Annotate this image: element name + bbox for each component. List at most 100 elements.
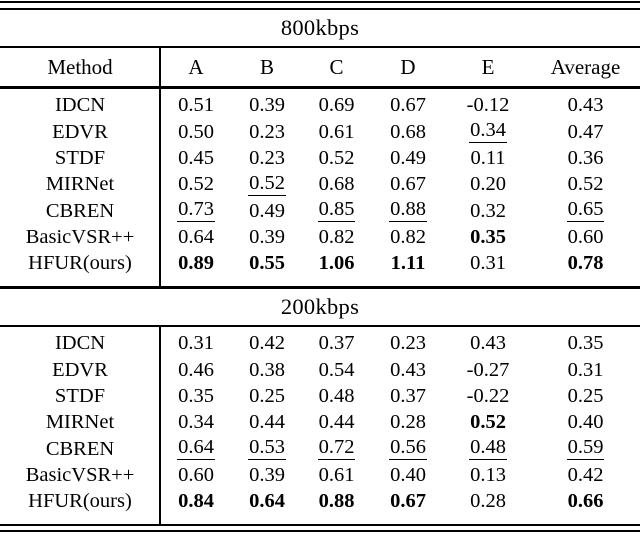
value-text: 0.64 bbox=[177, 436, 215, 461]
section-title: 200kbps bbox=[0, 289, 640, 326]
value-cell: 0.28 bbox=[445, 491, 531, 512]
method-cell: BasicVSR++ bbox=[25, 464, 135, 487]
method-cell: BasicVSR++ bbox=[25, 226, 135, 249]
value-cell: 0.37 bbox=[302, 333, 371, 354]
section-title-text: 200kbps bbox=[280, 293, 360, 319]
table-row: IDCN 0.51 0.39 0.69 0.67 -0.12 0.43 bbox=[0, 92, 640, 118]
value-cell: 0.40 bbox=[531, 412, 640, 433]
value-cell: 0.61 bbox=[302, 465, 371, 486]
value-cell: 0.64 bbox=[232, 491, 302, 512]
table-row: BasicVSR++ 0.64 0.39 0.82 0.82 0.35 0.60 bbox=[0, 224, 640, 250]
value-cell: 0.28 bbox=[371, 412, 445, 433]
value-cell: 0.34 bbox=[445, 120, 531, 144]
rule-between-sections bbox=[0, 285, 640, 289]
vertical-separator bbox=[159, 48, 161, 87]
value-text: 0.32 bbox=[470, 199, 506, 222]
value-text: 0.20 bbox=[470, 173, 506, 196]
method-cell: HFUR(ours) bbox=[28, 252, 132, 275]
method-cell: IDCN bbox=[54, 332, 106, 355]
value-cell: 0.11 bbox=[445, 148, 531, 169]
value-text: 0.40 bbox=[390, 464, 426, 487]
value-text: 0.67 bbox=[390, 94, 426, 117]
method-cell: EDVR bbox=[52, 358, 108, 381]
value-text: 0.72 bbox=[317, 436, 356, 461]
value-text: 0.31 bbox=[470, 252, 506, 275]
value-cell: 0.23 bbox=[371, 333, 445, 354]
value-text: 0.55 bbox=[249, 252, 285, 275]
value-cell: 0.52 bbox=[445, 412, 531, 433]
value-cell: 0.48 bbox=[302, 386, 371, 407]
value-text: 0.31 bbox=[178, 332, 214, 355]
value-text: 0.49 bbox=[249, 199, 285, 222]
column-header-e: E bbox=[481, 54, 495, 79]
value-text: 0.43 bbox=[390, 358, 426, 381]
value-cell: 0.66 bbox=[531, 491, 640, 512]
value-cell: 0.31 bbox=[160, 333, 232, 354]
table-row: BasicVSR++ 0.60 0.39 0.61 0.40 0.13 0.42 bbox=[0, 462, 640, 488]
value-text: 0.69 bbox=[318, 94, 355, 117]
value-text: 0.44 bbox=[249, 411, 285, 434]
value-cell: 0.84 bbox=[160, 491, 232, 512]
value-cell: 0.89 bbox=[160, 253, 232, 274]
table-row: HFUR(ours) 0.84 0.64 0.88 0.67 0.28 0.66 bbox=[0, 489, 640, 515]
value-text: 0.23 bbox=[390, 332, 426, 355]
value-text: 0.34 bbox=[178, 411, 214, 434]
value-cell: 0.88 bbox=[302, 491, 371, 512]
value-cell: 0.36 bbox=[531, 148, 640, 169]
method-cell: MIRNet bbox=[45, 411, 115, 434]
value-cell: 0.20 bbox=[445, 174, 531, 195]
method-column-header: Method bbox=[47, 54, 113, 79]
value-cell: 0.35 bbox=[160, 386, 232, 407]
value-text: 0.88 bbox=[389, 198, 427, 223]
value-text: 0.39 bbox=[249, 94, 285, 117]
value-cell: 0.65 bbox=[531, 198, 640, 223]
value-cell: 0.51 bbox=[160, 95, 232, 116]
value-text: 0.84 bbox=[178, 490, 214, 513]
value-text: 0.42 bbox=[249, 332, 285, 355]
value-text: 1.06 bbox=[318, 252, 355, 275]
value-text: 1.11 bbox=[390, 252, 426, 275]
value-text: 0.61 bbox=[318, 120, 355, 143]
value-cell: 0.38 bbox=[232, 360, 302, 381]
value-text: 0.43 bbox=[470, 332, 506, 355]
method-cell: CBREN bbox=[45, 199, 115, 222]
value-text: 0.64 bbox=[249, 490, 285, 513]
value-cell: 0.45 bbox=[160, 148, 232, 169]
method-cell: IDCN bbox=[54, 94, 106, 117]
column-header-a: A bbox=[188, 54, 204, 79]
value-cell: 0.31 bbox=[531, 360, 640, 381]
value-cell: 0.64 bbox=[160, 227, 232, 248]
value-cell: 0.69 bbox=[302, 95, 371, 116]
value-cell: 0.59 bbox=[531, 437, 640, 461]
value-text: 0.40 bbox=[567, 411, 604, 434]
value-cell: 0.82 bbox=[371, 227, 445, 248]
method-cell: CBREN bbox=[45, 437, 115, 460]
value-text: 0.36 bbox=[567, 146, 604, 169]
value-cell: 0.42 bbox=[232, 333, 302, 354]
value-text: 0.82 bbox=[318, 226, 355, 249]
value-text: 0.28 bbox=[470, 490, 506, 513]
value-cell: 0.35 bbox=[531, 333, 640, 354]
section-title: 800kbps bbox=[0, 10, 640, 47]
value-text: 0.45 bbox=[178, 146, 214, 169]
value-cell: 0.67 bbox=[371, 491, 445, 512]
value-text: 0.47 bbox=[567, 120, 604, 143]
section-body: IDCN 0.51 0.39 0.69 0.67 -0.12 0.43 EDVR 0.50 0.2… bbox=[0, 89, 640, 286]
value-cell: 0.23 bbox=[232, 148, 302, 169]
value-cell: 0.54 bbox=[302, 360, 371, 381]
table-row: STDF 0.45 0.23 0.52 0.49 0.11 0.36 bbox=[0, 145, 640, 171]
value-cell: 0.60 bbox=[531, 227, 640, 248]
value-cell: 0.34 bbox=[160, 412, 232, 433]
value-text: 0.65 bbox=[566, 198, 605, 223]
value-cell: 0.61 bbox=[302, 122, 371, 143]
value-text: 0.52 bbox=[248, 172, 286, 197]
value-text: 0.37 bbox=[318, 332, 355, 355]
table-row: CBREN 0.73 0.49 0.85 0.88 0.32 0.65 bbox=[0, 198, 640, 224]
value-cell: 0.60 bbox=[160, 465, 232, 486]
value-cell: 0.56 bbox=[371, 437, 445, 461]
value-text: 0.52 bbox=[318, 146, 355, 169]
column-header-row: Method A B C D E Average bbox=[0, 48, 640, 87]
value-text: 0.28 bbox=[390, 411, 426, 434]
value-cell: -0.27 bbox=[445, 360, 531, 381]
